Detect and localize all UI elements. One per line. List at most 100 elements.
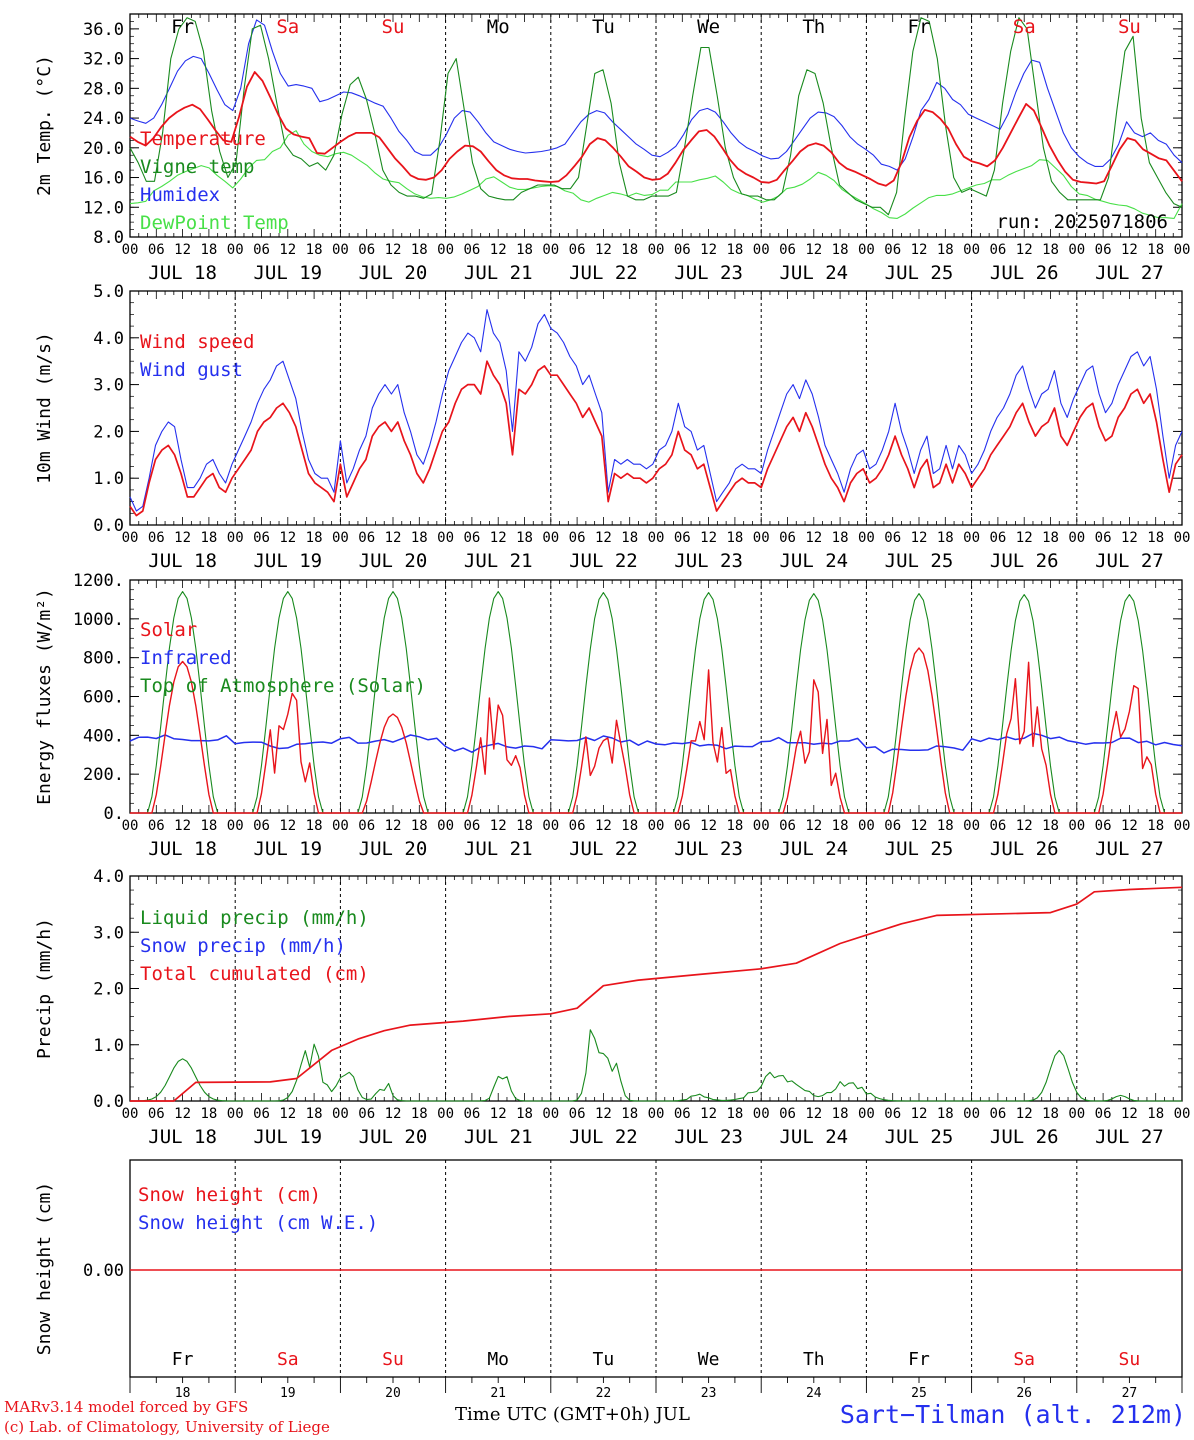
y-axis-title: 10m Wind (m/s) <box>34 332 55 484</box>
hour-tick-label: 18 <box>411 530 428 546</box>
hour-tick-label: 06 <box>884 530 901 546</box>
hour-tick-label: 00 <box>753 530 770 546</box>
hour-tick-label: 00 <box>858 242 875 258</box>
hour-tick-label: 06 <box>779 818 796 834</box>
y-tick-label: 800. <box>83 649 124 669</box>
hour-tick-label: 06 <box>253 818 270 834</box>
hour-tick-label: 12 <box>385 818 402 834</box>
hour-tick-label: 00 <box>122 242 139 258</box>
hour-tick-label: 18 <box>516 242 533 258</box>
legend-entry: Infrared <box>140 647 232 669</box>
legend-entry: Snow height (cm) <box>138 1184 321 1206</box>
legend-entry: Vigne temp <box>140 156 254 178</box>
hour-tick-label: 12 <box>174 818 191 834</box>
y-tick-label: 200. <box>83 765 124 785</box>
day-label: JUL 24 <box>779 550 848 572</box>
day-label: JUL 24 <box>779 262 848 284</box>
hour-tick-label: 18 <box>832 1106 849 1122</box>
weekday-label: Fr <box>172 1349 194 1370</box>
day-label: JUL 23 <box>674 550 743 572</box>
hour-tick-label: 18 <box>200 242 217 258</box>
day-label: JUL 26 <box>990 550 1059 572</box>
hour-tick-label: 00 <box>753 1106 770 1122</box>
hour-tick-label: 12 <box>490 818 507 834</box>
hour-tick-label: 06 <box>779 1106 796 1122</box>
hour-tick-label: 00 <box>1068 818 1085 834</box>
hour-tick-label: 12 <box>595 242 612 258</box>
hour-tick-label: 12 <box>595 530 612 546</box>
hour-tick-label: 00 <box>227 530 244 546</box>
series-line <box>130 1029 1182 1102</box>
hour-tick-label: 06 <box>674 1106 691 1122</box>
hour-tick-label: 00 <box>437 818 454 834</box>
hour-tick-label: 00 <box>963 818 980 834</box>
y-tick-label: 1.0 <box>93 469 124 489</box>
hour-tick-label: 18 <box>411 242 428 258</box>
day-label: JUL 25 <box>885 1126 954 1148</box>
hour-tick-label: 00 <box>858 530 875 546</box>
day-label: JUL 18 <box>148 838 217 860</box>
hour-tick-label: 12 <box>1016 242 1033 258</box>
hour-tick-label: 18 <box>516 1106 533 1122</box>
day-label: JUL 27 <box>1095 838 1164 860</box>
hour-tick-label: 12 <box>174 530 191 546</box>
hour-tick-label: 06 <box>463 242 480 258</box>
y-tick-label: 4.0 <box>93 867 124 887</box>
hour-tick-label: 12 <box>700 242 717 258</box>
hour-tick-label: 00 <box>963 242 980 258</box>
hour-tick-label: 18 <box>726 242 743 258</box>
hour-tick-label: 18 <box>200 818 217 834</box>
hour-tick-label: 06 <box>1095 818 1112 834</box>
hour-tick-label: 00 <box>648 818 665 834</box>
hour-tick-label: 12 <box>700 818 717 834</box>
hour-tick-label: 00 <box>437 530 454 546</box>
hour-tick-label: 18 <box>200 530 217 546</box>
hour-tick-label: 12 <box>1121 818 1138 834</box>
day-label: JUL 20 <box>359 1126 428 1148</box>
day-label: JUL 22 <box>569 1126 638 1148</box>
hour-tick-label: 18 <box>306 530 323 546</box>
y-axis-title: Precip (mm/h) <box>34 918 55 1059</box>
hour-tick-label: 12 <box>279 1106 296 1122</box>
hour-tick-label: 18 <box>832 818 849 834</box>
y-axis-title: 2m Temp. (°C) <box>34 55 55 196</box>
legend-entry: Snow height (cm W.E.) <box>138 1212 378 1234</box>
hour-tick-label: 18 <box>306 818 323 834</box>
day-label: JUL 18 <box>148 262 217 284</box>
hour-tick-label: 00 <box>122 818 139 834</box>
hour-tick-label: 18 <box>726 818 743 834</box>
hour-tick-label: 06 <box>884 242 901 258</box>
day-label: JUL 23 <box>674 838 743 860</box>
series-line <box>129 19 1183 171</box>
day-label: JUL 21 <box>464 550 533 572</box>
hour-tick-label: 18 <box>621 1106 638 1122</box>
legend-entry: Humidex <box>140 184 220 206</box>
day-number-label: 19 <box>280 1386 296 1400</box>
hour-tick-label: 18 <box>937 1106 954 1122</box>
weekday-label: We <box>698 1349 720 1370</box>
hour-tick-label: 18 <box>306 1106 323 1122</box>
hour-tick-label: 06 <box>463 530 480 546</box>
day-label: JUL 22 <box>569 550 638 572</box>
hour-tick-label: 18 <box>1042 530 1059 546</box>
hour-tick-label: 12 <box>805 818 822 834</box>
hour-tick-label: 06 <box>989 818 1006 834</box>
hour-tick-label: 00 <box>1068 242 1085 258</box>
weekday-label: Sa <box>277 1349 299 1370</box>
day-label: JUL 26 <box>990 1126 1059 1148</box>
hour-tick-label: 12 <box>805 530 822 546</box>
panel-3: 00 06 12 18 00 06 12 18 00 06 12 18 00 06 12 18 00 06 12 18… <box>34 571 1190 860</box>
hour-tick-label: 12 <box>490 242 507 258</box>
day-number-label: 25 <box>911 1386 927 1400</box>
day-label: JUL 21 <box>464 262 533 284</box>
weekday-label: Mo <box>487 1349 509 1370</box>
day-label: JUL 27 <box>1095 550 1164 572</box>
panel-frame <box>129 13 1183 238</box>
day-label: JUL 25 <box>885 550 954 572</box>
y-tick-label: 20.0 <box>83 139 124 159</box>
hour-tick-label: 00 <box>1174 242 1191 258</box>
y-tick-label: 32.0 <box>83 50 124 70</box>
hour-tick-label: 00 <box>332 818 349 834</box>
hour-tick-label: 18 <box>832 530 849 546</box>
hour-tick-label: 12 <box>279 818 296 834</box>
